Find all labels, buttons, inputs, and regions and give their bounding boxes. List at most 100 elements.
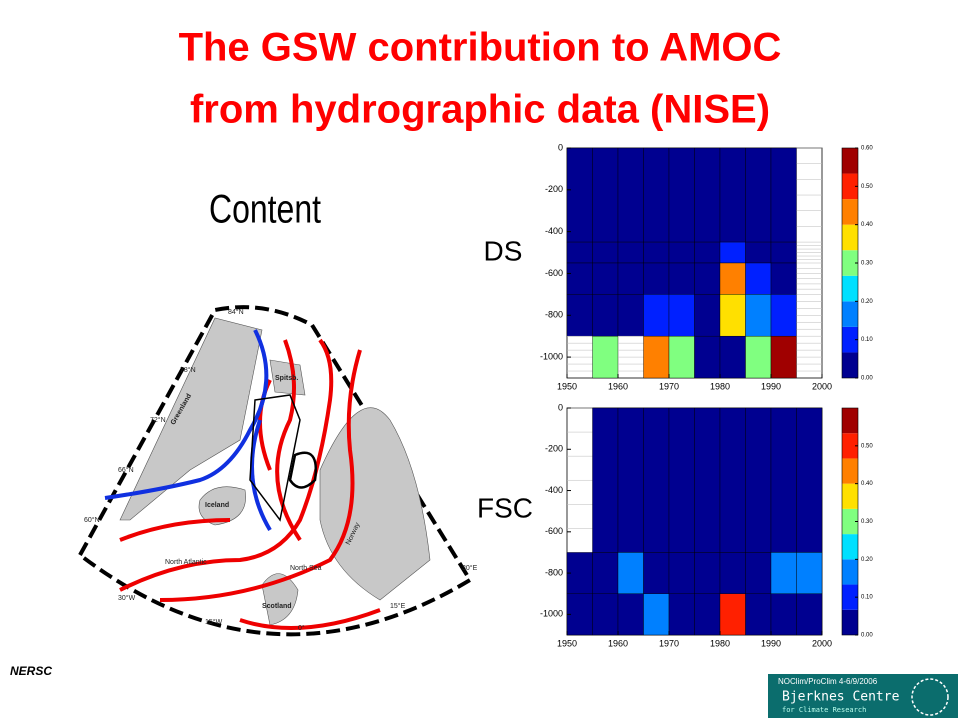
- heat-cell: [668, 552, 695, 594]
- heat-cell: [745, 552, 772, 594]
- x-tick-label: 1970: [659, 638, 679, 648]
- colorbar-bin: [842, 508, 858, 535]
- colorbar-tick-label: 0.40: [861, 222, 873, 228]
- map-label: 60°N: [84, 516, 100, 524]
- heat-cell: [566, 241, 593, 264]
- colorbar-bin: [842, 458, 858, 484]
- y-tick-label: -400: [545, 485, 563, 495]
- colorbar-bin: [842, 326, 858, 353]
- land: [119, 317, 263, 521]
- heat-cell: [592, 147, 619, 243]
- y-tick-label: -200: [545, 184, 563, 194]
- map-label: 66°N: [118, 466, 134, 474]
- heat-cell: [643, 593, 670, 636]
- heat-cell: [770, 552, 797, 594]
- colorbar-tick-label: 0.40: [861, 481, 873, 487]
- heat-cell: [617, 552, 644, 594]
- heat-cell: [719, 294, 746, 337]
- heat-cell: [745, 593, 772, 636]
- land: [261, 573, 299, 626]
- heat-cell: [745, 241, 772, 264]
- heat-cell: [694, 552, 721, 594]
- land: [198, 486, 246, 526]
- heat-cell: [617, 147, 644, 243]
- heat-cell: [643, 335, 670, 379]
- x-tick-label: 1980: [710, 381, 730, 391]
- heat-cell: [592, 593, 619, 636]
- colorbar-tick-label: 0.30: [861, 519, 873, 525]
- heat-cell: [592, 262, 619, 295]
- slide-title: from hydrographic data (NISE): [190, 88, 770, 132]
- logo-mark: [911, 678, 949, 716]
- x-tick-label: 2000: [812, 638, 832, 648]
- colorbar-tick-label: 0.00: [861, 376, 873, 382]
- heat-cell: [617, 294, 644, 337]
- colorbar-bin: [842, 559, 858, 585]
- colorbar-bin: [842, 301, 858, 327]
- colorbar-bin: [842, 433, 858, 459]
- colorbar-bin: [842, 275, 858, 302]
- colorbar-bin: [842, 408, 858, 434]
- heat-cell: [668, 294, 695, 337]
- map-label: North Sea: [290, 565, 322, 572]
- heat-cell: [745, 262, 772, 295]
- x-tick-label: 1970: [659, 381, 679, 391]
- heat-cell: [796, 407, 823, 553]
- currents-warm: [119, 338, 381, 630]
- y-tick-label: -400: [545, 226, 563, 236]
- heat-cell: [617, 241, 644, 264]
- heat-cell: [694, 294, 721, 337]
- colorbar-tick-label: 0.10: [861, 337, 873, 343]
- heat-cell: [566, 262, 593, 295]
- heat-cell: [566, 147, 593, 243]
- heat-cell: [668, 335, 695, 379]
- heat-cell: [694, 335, 721, 379]
- heat-cell: [643, 241, 670, 264]
- heat-cell: [770, 241, 797, 264]
- heat-cell: [770, 294, 797, 337]
- x-tick-label: 1990: [761, 381, 781, 391]
- colorbar-bin: [842, 584, 858, 610]
- heat-cell: [617, 262, 644, 295]
- y-tick-label: -800: [545, 310, 563, 320]
- heat-cell: [592, 294, 619, 337]
- heat-cell: [694, 593, 721, 636]
- heat-cell: [719, 552, 746, 594]
- colorbar-bin: [842, 173, 858, 200]
- heat-cell: [745, 335, 772, 379]
- x-tick-label: 1950: [557, 381, 577, 391]
- section-box: [249, 394, 301, 522]
- map-label: Spitsb.: [275, 375, 298, 382]
- footer-note: NOClim/ProClim 4-6/9/2006: [778, 677, 878, 686]
- heat-cell: [643, 262, 670, 295]
- colorbar-bin: [842, 609, 858, 635]
- colorbar-bin: [842, 250, 858, 276]
- heat-cell: [668, 407, 695, 553]
- colorbar-tick-label: 0.00: [861, 633, 873, 639]
- colorbar-bin: [842, 224, 858, 251]
- heat-cell: [745, 407, 772, 553]
- heat-cell: [719, 335, 746, 379]
- heat-cell: [719, 262, 746, 295]
- map-label: Scotland: [262, 603, 292, 610]
- map-label: 30°E: [462, 564, 478, 572]
- heat-cell: [566, 593, 593, 636]
- heat-cell: [643, 294, 670, 337]
- heat-cell: [719, 241, 746, 264]
- colorbar-bin: [842, 483, 858, 509]
- map-label: 0°: [298, 624, 305, 632]
- colorbar-tick-label: 0.20: [861, 557, 873, 563]
- heat-cell: [770, 262, 797, 295]
- logo-text: Bjerknes Centre: [782, 690, 900, 705]
- y-tick-label: 0: [558, 402, 563, 412]
- y-tick-label: -600: [545, 526, 563, 536]
- logo-text: for Climate Research: [782, 706, 866, 714]
- map-label: Iceland: [205, 502, 229, 509]
- colorbar-bin: [842, 199, 858, 225]
- y-tick-label: -600: [545, 268, 563, 278]
- y-tick-label: -800: [545, 567, 563, 577]
- colorbar-bin: [842, 352, 858, 378]
- map-label: 72°N: [150, 416, 166, 424]
- x-tick-label: 2000: [812, 381, 832, 391]
